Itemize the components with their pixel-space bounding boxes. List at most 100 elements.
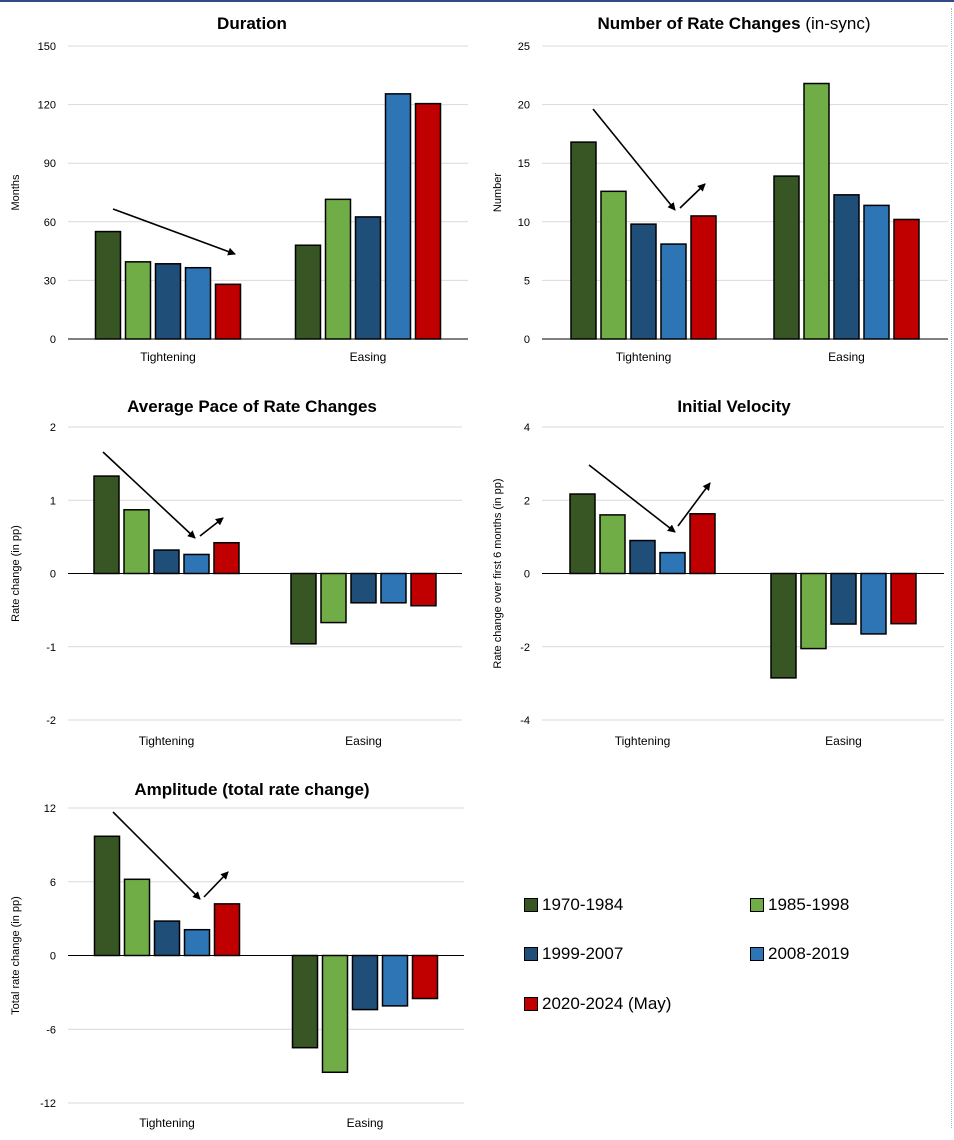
y-tick-label: 25 — [518, 41, 530, 53]
legend-label: 1999-2007 — [542, 944, 624, 963]
bar — [833, 194, 860, 340]
trend-arrow — [102, 451, 196, 539]
bar — [214, 283, 242, 340]
y-axis-label: Number — [492, 173, 504, 212]
y-tick-label: -2 — [46, 715, 56, 727]
bar — [93, 835, 121, 957]
y-axis-label: Rate change (in pp) — [10, 525, 22, 622]
legend-label: 2020-2024 (May) — [542, 994, 672, 1013]
bar — [124, 261, 152, 340]
y-tick-label: -1 — [46, 642, 56, 654]
bar — [690, 215, 717, 340]
bar — [863, 204, 890, 340]
chart-title: Initial Velocity — [677, 397, 791, 416]
bar — [600, 190, 627, 340]
category-label: Easing — [345, 734, 382, 748]
bar — [93, 475, 120, 575]
bar — [320, 572, 347, 624]
y-tick-label: 0 — [50, 951, 56, 963]
bar — [410, 572, 437, 607]
y-tick-label: 30 — [44, 275, 56, 287]
bar — [183, 928, 211, 957]
y-tick-label: 2 — [524, 495, 530, 507]
y-tick-label: 90 — [44, 158, 56, 170]
bar — [893, 218, 920, 340]
y-tick-label: 60 — [44, 217, 56, 229]
bar — [629, 539, 656, 575]
y-tick-label: -12 — [40, 1098, 56, 1110]
bar — [321, 954, 349, 1074]
y-axis-label: Rate change over first 6 months (in pp) — [492, 478, 504, 668]
legend-item: 2020-2024 (May) — [524, 994, 671, 1014]
legend-label: 1985-1998 — [768, 895, 850, 914]
category-label: Easing — [347, 1116, 384, 1130]
bar — [800, 572, 827, 650]
y-tick-label: 15 — [518, 158, 530, 170]
legend: 1970-1984 1985-1998 1999-2007 2008-2019 … — [524, 895, 944, 1035]
chart-title: Number of Rate Changes (in-sync) — [598, 14, 871, 33]
legend-swatch — [524, 997, 538, 1011]
bar — [350, 572, 377, 604]
y-tick-label: 0 — [524, 569, 530, 581]
trend-arrow — [592, 108, 676, 211]
bar — [183, 553, 210, 575]
category-label: Tightening — [140, 350, 196, 364]
top-border — [0, 0, 954, 2]
bar — [380, 572, 407, 604]
bar — [153, 549, 180, 575]
bar — [569, 493, 596, 575]
y-tick-label: 0 — [50, 569, 56, 581]
category-label: Tightening — [139, 1116, 195, 1130]
legend-item: 1985-1998 — [750, 895, 849, 915]
legend-swatch — [750, 947, 764, 961]
bar — [184, 266, 212, 340]
bar — [411, 954, 439, 1000]
bar — [689, 513, 716, 575]
bar — [770, 572, 797, 679]
legend-item: 1999-2007 — [524, 944, 623, 964]
y-tick-label: 0 — [524, 334, 530, 346]
bar — [381, 954, 409, 1007]
y-axis-label: Months — [10, 174, 22, 211]
bar — [123, 509, 150, 575]
bar — [290, 572, 317, 645]
bar — [860, 572, 887, 635]
y-tick-label: -6 — [46, 1024, 56, 1036]
bar — [630, 223, 657, 340]
category-label: Easing — [350, 350, 387, 364]
chart-title: Amplitude (total rate change) — [134, 780, 369, 799]
trend-arrow — [588, 464, 676, 533]
legend-item: 1970-1984 — [524, 895, 623, 915]
trend-arrow — [677, 482, 711, 527]
bar — [123, 878, 151, 957]
legend-swatch — [524, 898, 538, 912]
trend-arrow — [203, 871, 229, 898]
bar — [294, 244, 322, 340]
bar — [773, 175, 800, 340]
chart-title: Duration — [217, 14, 287, 33]
y-tick-label: 150 — [38, 41, 56, 53]
initial-velocity-chart: Initial Velocity -4 -2 0 2 4 Rate change over … — [492, 397, 944, 748]
y-tick-label: 20 — [518, 100, 530, 112]
y-tick-label: 120 — [38, 100, 56, 112]
trend-arrow — [112, 208, 236, 256]
bar — [659, 551, 686, 575]
page-edge-dots — [951, 8, 952, 1128]
y-tick-label: -2 — [520, 642, 530, 654]
bar — [213, 541, 240, 575]
y-axis-label: Total rate change (in pp) — [10, 896, 22, 1015]
amplitude-chart: Amplitude (total rate change) -12 -6 0 6 12 To… — [10, 780, 464, 1130]
bar — [384, 93, 412, 340]
trend-arrow — [679, 183, 706, 209]
bar — [570, 141, 597, 340]
category-label: Tightening — [616, 350, 672, 364]
bar — [830, 572, 857, 625]
legend-label: 2008-2019 — [768, 944, 850, 963]
bar — [414, 102, 442, 340]
bar — [351, 954, 379, 1011]
legend-item: 2008-2019 — [750, 944, 849, 964]
trend-arrow — [112, 811, 201, 900]
bar — [94, 230, 122, 340]
bar — [890, 572, 917, 625]
bar — [291, 954, 319, 1049]
